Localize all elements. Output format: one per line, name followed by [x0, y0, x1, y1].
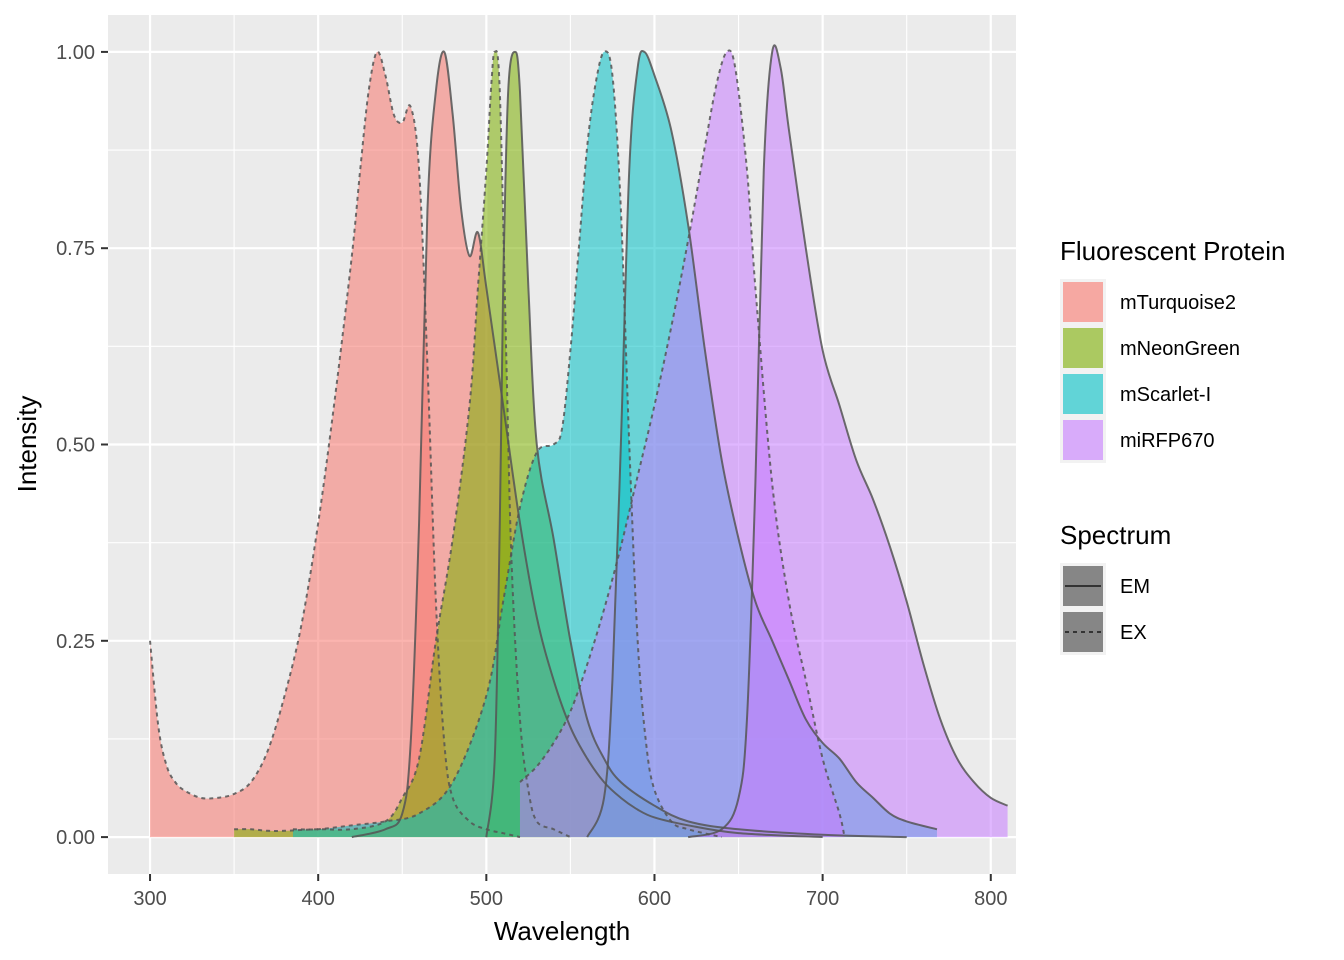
legend-linetype-entries: EM EX: [1060, 563, 1150, 655]
legend-swatch: [1063, 328, 1103, 368]
y-axis-title: Intensity: [12, 396, 42, 493]
x-tick-label: 800: [974, 888, 1007, 910]
y-tick-label: 0.25: [56, 631, 95, 653]
mscarlet-i-em-line: [586, 50, 938, 838]
mirfp670-em-area: [688, 45, 1008, 838]
x-tick-label: 400: [301, 888, 334, 910]
y-axis-ticks: 0.00 0.25 0.50 0.75 1.00: [56, 42, 108, 849]
y-tick-label: 0.75: [56, 238, 95, 260]
mneongreen-em-line: [485, 50, 907, 839]
mneongreen-ex-area: [234, 51, 571, 838]
legend-label: miRFP670: [1120, 430, 1214, 452]
legend-fill-entries: mTurquoise2 mNeonGreen mScarlet-I miRFP670: [1060, 279, 1240, 463]
mirfp670-ex-line: [519, 49, 846, 838]
legend-label: mNeonGreen: [1120, 338, 1240, 360]
legend-swatch: [1063, 420, 1103, 460]
mturquoise2-ex-line: [149, 50, 521, 839]
mirfp670-em-line: [687, 44, 1009, 839]
legend-label: mScarlet-I: [1120, 384, 1211, 406]
x-tick-label: 700: [806, 888, 839, 910]
legend-swatch: [1063, 374, 1103, 414]
mscarlet-i-ex-line: [292, 50, 722, 839]
x-tick-label: 600: [638, 888, 671, 910]
y-tick-label: 1.00: [56, 42, 95, 64]
y-tick-label: 0.00: [56, 827, 95, 849]
x-tick-label: 300: [133, 888, 166, 910]
legend-label: mTurquoise2: [1120, 292, 1236, 314]
legend-label: EX: [1120, 622, 1147, 644]
legend-label: EM: [1120, 576, 1150, 598]
y-tick-label: 0.50: [56, 435, 95, 457]
x-axis-ticks: 300 400 500 600 700 800: [133, 874, 1007, 910]
spectra-lines: [149, 44, 1009, 839]
mturquoise2-em-line: [351, 50, 823, 839]
x-tick-label: 500: [470, 888, 503, 910]
legend-fill-title: Fluorescent Protein: [1060, 236, 1285, 266]
legend-swatch: [1063, 282, 1103, 322]
legend-linetype-title: Spectrum: [1060, 520, 1171, 550]
x-axis-title: Wavelength: [494, 916, 630, 946]
legend: Fluorescent Protein mTurquoise2 mNeonGree…: [1060, 236, 1285, 655]
